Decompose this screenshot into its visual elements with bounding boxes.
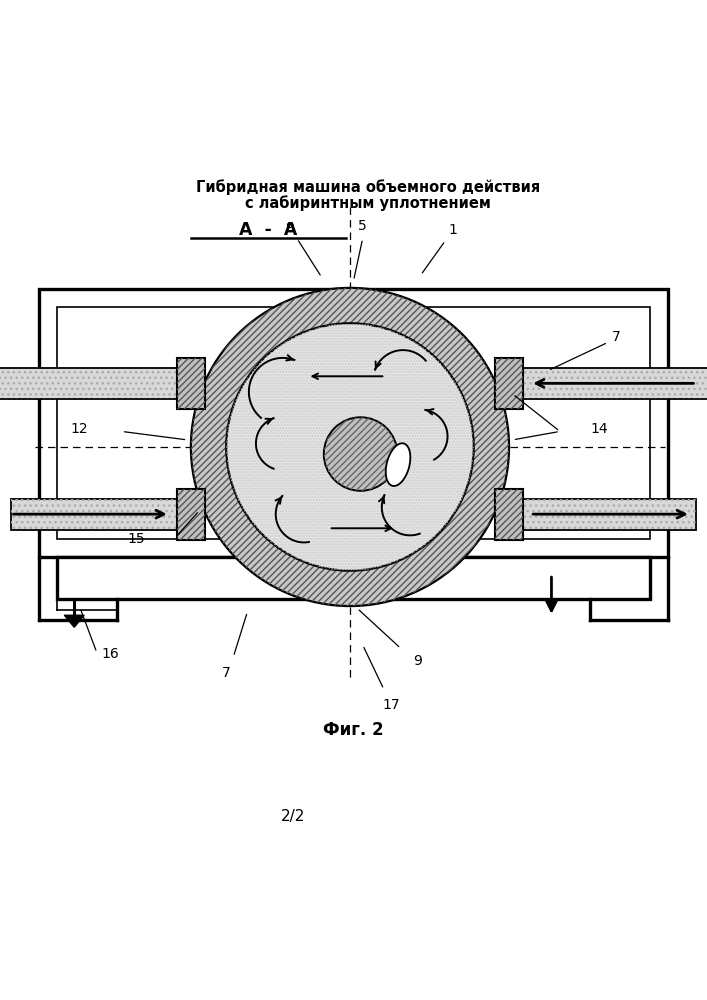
Text: 1: 1	[448, 223, 457, 237]
Bar	[495, 358, 523, 409]
Text: 7: 7	[222, 666, 230, 680]
Text: 2/2: 2/2	[281, 809, 305, 824]
Text: 7: 7	[612, 330, 620, 344]
Text: А  -  А: А - А	[240, 221, 298, 239]
Text: 9: 9	[286, 221, 294, 235]
Bar	[39, 289, 668, 557]
Text: 12: 12	[71, 422, 88, 436]
Polygon shape	[64, 615, 84, 627]
Ellipse shape	[386, 443, 410, 486]
Bar	[523, 368, 707, 399]
Bar	[11, 499, 177, 530]
Bar	[177, 358, 205, 409]
Bar	[57, 307, 650, 539]
Circle shape	[226, 323, 474, 571]
Bar	[495, 358, 523, 409]
Text: 9: 9	[413, 654, 421, 668]
Bar	[57, 557, 650, 599]
Bar	[523, 499, 696, 530]
Bar	[177, 358, 205, 409]
Bar	[495, 489, 523, 540]
Bar	[523, 368, 707, 399]
Bar	[11, 499, 177, 530]
Bar	[0, 368, 177, 399]
Bar	[177, 489, 205, 540]
Text: Гибридная машина объемного действия: Гибридная машина объемного действия	[196, 180, 539, 195]
Text: 16: 16	[101, 647, 119, 661]
Text: 17: 17	[382, 698, 399, 712]
Bar	[523, 499, 696, 530]
Circle shape	[324, 417, 397, 491]
Text: 15: 15	[127, 532, 145, 546]
Bar	[495, 489, 523, 540]
Bar	[0, 368, 177, 399]
Text: 14: 14	[590, 422, 608, 436]
Text: с лабиринтным уплотнением: с лабиринтным уплотнением	[245, 195, 491, 211]
Circle shape	[191, 288, 509, 606]
Text: Фиг. 2: Фиг. 2	[323, 721, 384, 739]
Text: 5: 5	[358, 219, 367, 233]
Bar	[177, 489, 205, 540]
